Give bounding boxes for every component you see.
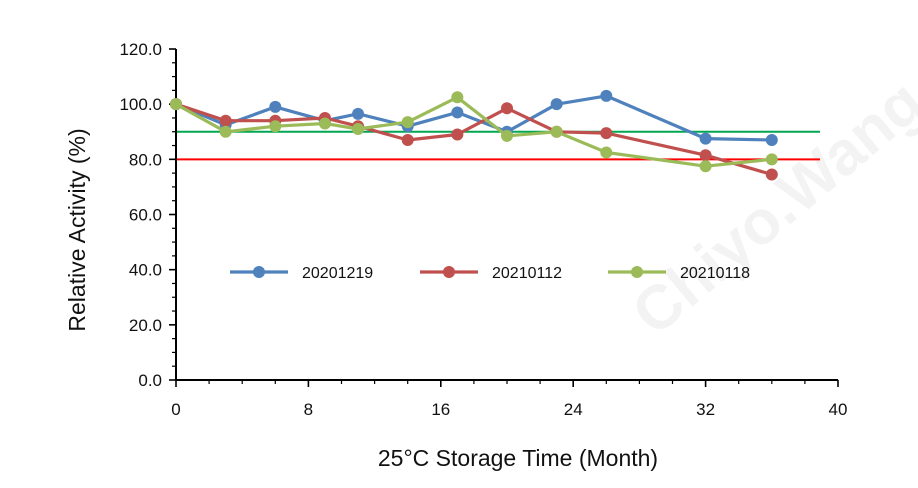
data-point xyxy=(219,125,232,138)
data-point xyxy=(765,153,778,166)
data-point xyxy=(269,100,282,113)
data-point xyxy=(600,89,613,102)
data-point xyxy=(501,129,513,142)
reference-lines xyxy=(176,130,820,161)
data-point xyxy=(699,160,712,173)
y-tick-label: 80.0 xyxy=(129,150,162,169)
series-line-20201219 xyxy=(175,94,772,142)
y-tick-label: 120.0 xyxy=(119,40,162,59)
legend-label: 20210112 xyxy=(492,265,562,282)
watermark: Chiyo.Wang xyxy=(620,67,918,349)
x-tick-label: 40 xyxy=(829,400,848,419)
series-20201219 xyxy=(170,89,778,147)
series-line-20210118 xyxy=(175,95,772,168)
y-tick-label: 20.0 xyxy=(129,316,162,335)
data-point xyxy=(269,120,282,133)
legend-item-20210112: 20210112 xyxy=(420,265,562,282)
legend-swatch-marker xyxy=(253,266,265,278)
data-point xyxy=(401,116,414,129)
data-point xyxy=(765,134,778,147)
watermark-layer: Chiyo.Wang xyxy=(620,67,918,349)
x-axis-title: 25°C Storage Time (Month) xyxy=(378,445,658,471)
x-tick-label: 16 xyxy=(431,400,450,419)
data-point xyxy=(352,107,365,120)
data-point xyxy=(765,168,778,181)
y-tick-label: 40.0 xyxy=(129,261,162,280)
series-20210118 xyxy=(170,91,778,173)
data-point xyxy=(600,127,613,140)
data-point xyxy=(699,132,712,145)
series-layer xyxy=(170,89,778,181)
legend-label: 20201219 xyxy=(302,265,373,282)
data-point xyxy=(219,114,232,127)
series-line-20210112 xyxy=(175,102,773,177)
x-tick-label: 24 xyxy=(564,400,583,419)
data-point xyxy=(352,122,365,135)
legend-swatch-marker xyxy=(443,266,455,278)
data-point xyxy=(550,98,563,111)
x-tick-label: 8 xyxy=(304,400,313,419)
data-point xyxy=(170,98,182,111)
data-point xyxy=(451,91,464,104)
data-point xyxy=(550,125,563,138)
data-point xyxy=(401,134,414,147)
data-point xyxy=(451,106,464,119)
x-tick-label: 0 xyxy=(171,400,180,419)
legend-item-20210118: 20210118 xyxy=(608,265,750,282)
y-tick-label: 0.0 xyxy=(138,371,162,390)
data-point xyxy=(318,117,331,130)
legend-swatch-marker xyxy=(631,266,643,278)
y-axis-title: Relative Activity (%) xyxy=(64,128,90,331)
data-point xyxy=(699,149,712,162)
legend: 20201219 20210112 20210118 xyxy=(230,265,750,282)
legend-item-20201219: 20201219 xyxy=(230,265,373,282)
legend-label: 20210118 xyxy=(680,265,750,282)
data-point xyxy=(451,128,464,141)
y-tick-label: 60.0 xyxy=(129,206,162,225)
x-tick-label: 32 xyxy=(696,400,715,419)
data-point xyxy=(501,102,513,115)
data-point xyxy=(600,146,613,159)
y-tick-label: 100.0 xyxy=(119,95,162,114)
